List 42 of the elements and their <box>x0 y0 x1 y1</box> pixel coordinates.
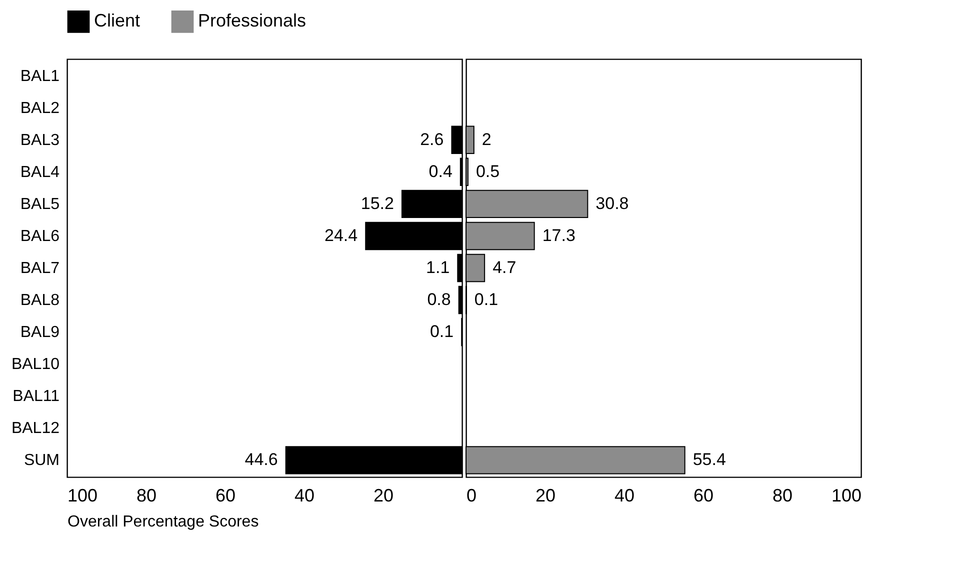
data-label: 2.6 <box>420 130 444 149</box>
data-label: 0.4 <box>428 162 452 181</box>
x-axis-title: Overall Percentage Scores <box>68 514 259 530</box>
x-tick-label: 20 <box>373 486 394 506</box>
data-label: 0.1 <box>430 322 454 342</box>
y-tick-label: BAL9 <box>20 324 60 342</box>
data-label: 44.6 <box>244 450 278 470</box>
x-tick-label: 0 <box>466 486 477 506</box>
y-tick-label: BAL7 <box>20 260 60 277</box>
data-label: 55.4 <box>692 450 726 470</box>
y-tick-label: BAL6 <box>20 228 60 245</box>
x-tick-label: 80 <box>136 486 157 506</box>
data-label: 0.5 <box>476 162 500 181</box>
y-tick-label: BAL8 <box>20 292 60 310</box>
y-tick-label: BAL12 <box>11 420 60 438</box>
x-tick-label: 40 <box>294 486 315 506</box>
x-tick-label: 60 <box>215 486 236 506</box>
data-label: 17.3 <box>542 226 576 245</box>
y-tick-label: BAL1 <box>20 68 60 85</box>
y-tick-label: BAL4 <box>20 164 60 181</box>
data-label: 30.8 <box>596 194 629 213</box>
data-label: 15.2 <box>360 194 394 213</box>
x-tick-label: 60 <box>693 486 714 506</box>
legend-label: Client <box>94 10 140 31</box>
data-label: 24.4 <box>324 226 358 245</box>
x-tick-label: 80 <box>772 486 793 506</box>
legend-label: Professionals <box>198 10 306 31</box>
data-label: 1.1 <box>426 258 450 277</box>
data-label: 2 <box>482 130 492 149</box>
y-tick-label: BAL11 <box>12 388 60 406</box>
x-tick-label: 40 <box>614 486 635 506</box>
data-label: 4.7 <box>492 258 516 277</box>
y-tick-label: SUM <box>24 452 60 470</box>
y-tick-label: BAL5 <box>20 196 60 213</box>
y-tick-label: BAL3 <box>20 132 60 149</box>
x-tick-label: 100 <box>831 486 862 506</box>
y-tick-label: BAL2 <box>20 100 60 117</box>
x-tick-label: 100 <box>68 486 98 506</box>
x-tick-label: 20 <box>535 486 556 506</box>
data-label: 0.8 <box>427 290 451 310</box>
data-label: 0.1 <box>474 290 498 310</box>
y-tick-label: BAL10 <box>11 356 60 374</box>
